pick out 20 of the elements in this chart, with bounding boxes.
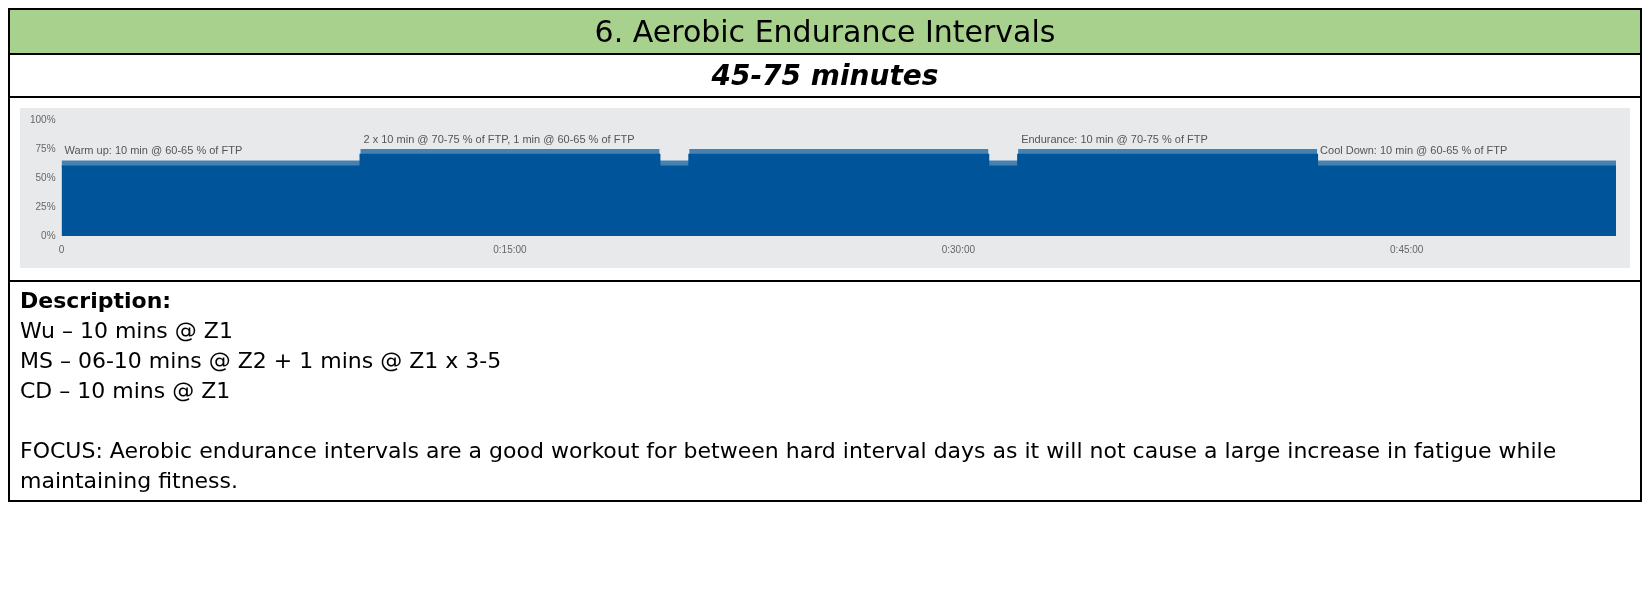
x-tick-label: 0:15:00 xyxy=(493,243,528,255)
chart-title: 6. Aerobic Endurance Intervals xyxy=(10,10,1640,55)
annotation: Cool Down: 10 min @ 60-65 % of FTP xyxy=(1320,144,1508,157)
annotation: 2 x 10 min @ 70-75 % of FTP, 1 min @ 60-65 % of FTP xyxy=(363,132,635,145)
x-tick-label: 0:45:00 xyxy=(1390,243,1424,255)
text: Description: xyxy=(20,287,173,315)
annotation: Endurance: 10 min @ 70-75 % of FTP xyxy=(1021,132,1208,145)
y-tick-label: 75% xyxy=(35,142,56,154)
y-tick-label: 100% xyxy=(30,113,56,125)
chart-subtitle: 45-75 minutes xyxy=(10,55,1640,98)
text: CD – 10 mins @ Z1 xyxy=(20,377,232,405)
y-tick-label: 0% xyxy=(41,229,56,241)
y-tick-label: 25% xyxy=(35,200,56,212)
y-tick-label: 50% xyxy=(35,171,56,183)
text: FOCUS: Aerobic endurance intervals are a good workout for between hard interval days as it will not cause a large increase in fatigue while maintaining fitness. xyxy=(20,437,1558,495)
x-tick-label: 0:30:00 xyxy=(941,243,976,255)
text: Wu – 10 mins @ Z1 xyxy=(20,317,234,345)
x-tick-label: 0 xyxy=(58,243,65,255)
annotation: Warm up: 10 min @ 60-65 % of FTP xyxy=(64,144,243,157)
text: MS – 06-10 mins @ Z2 + 1 mins @ Z1 x 3-5 xyxy=(20,347,503,375)
